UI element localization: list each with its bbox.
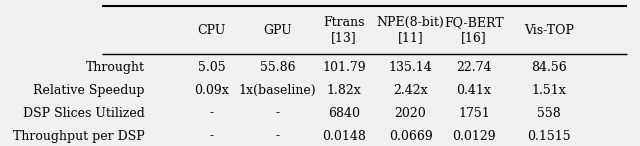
Text: 558: 558 xyxy=(537,107,561,120)
Text: 2020: 2020 xyxy=(395,107,426,120)
Text: 84.56: 84.56 xyxy=(531,61,567,74)
Text: 0.0669: 0.0669 xyxy=(388,130,433,142)
Text: 101.79: 101.79 xyxy=(323,61,366,74)
Text: Vis-TOP: Vis-TOP xyxy=(524,24,574,36)
Text: 55.86: 55.86 xyxy=(260,61,296,74)
Text: 22.74: 22.74 xyxy=(456,61,492,74)
Text: -: - xyxy=(276,107,280,120)
Text: 1.51x: 1.51x xyxy=(532,84,566,97)
Text: Throught: Throught xyxy=(86,61,145,74)
Text: 1x(baseline): 1x(baseline) xyxy=(239,84,317,97)
Text: Relative Speedup: Relative Speedup xyxy=(33,84,145,97)
Text: 1751: 1751 xyxy=(458,107,490,120)
Text: 135.14: 135.14 xyxy=(388,61,433,74)
Text: NPE(8-bit)
[11]: NPE(8-bit) [11] xyxy=(377,16,444,44)
Text: DSP Slices Utilized: DSP Slices Utilized xyxy=(23,107,145,120)
Text: CPU: CPU xyxy=(197,24,225,36)
Text: 5.05: 5.05 xyxy=(198,61,225,74)
Text: 6840: 6840 xyxy=(328,107,360,120)
Text: GPU: GPU xyxy=(264,24,292,36)
Text: 0.1515: 0.1515 xyxy=(527,130,571,142)
Text: Ftrans
[13]: Ftrans [13] xyxy=(323,16,365,44)
Text: FQ-BERT
[16]: FQ-BERT [16] xyxy=(444,16,504,44)
Text: Throughput per DSP: Throughput per DSP xyxy=(13,130,145,142)
Text: -: - xyxy=(276,130,280,142)
Text: 0.41x: 0.41x xyxy=(456,84,492,97)
Text: -: - xyxy=(209,130,213,142)
Text: 2.42x: 2.42x xyxy=(393,84,428,97)
Text: 0.0148: 0.0148 xyxy=(322,130,366,142)
Text: 0.0129: 0.0129 xyxy=(452,130,496,142)
Text: 1.82x: 1.82x xyxy=(327,84,362,97)
Text: -: - xyxy=(209,107,213,120)
Text: 0.09x: 0.09x xyxy=(194,84,228,97)
